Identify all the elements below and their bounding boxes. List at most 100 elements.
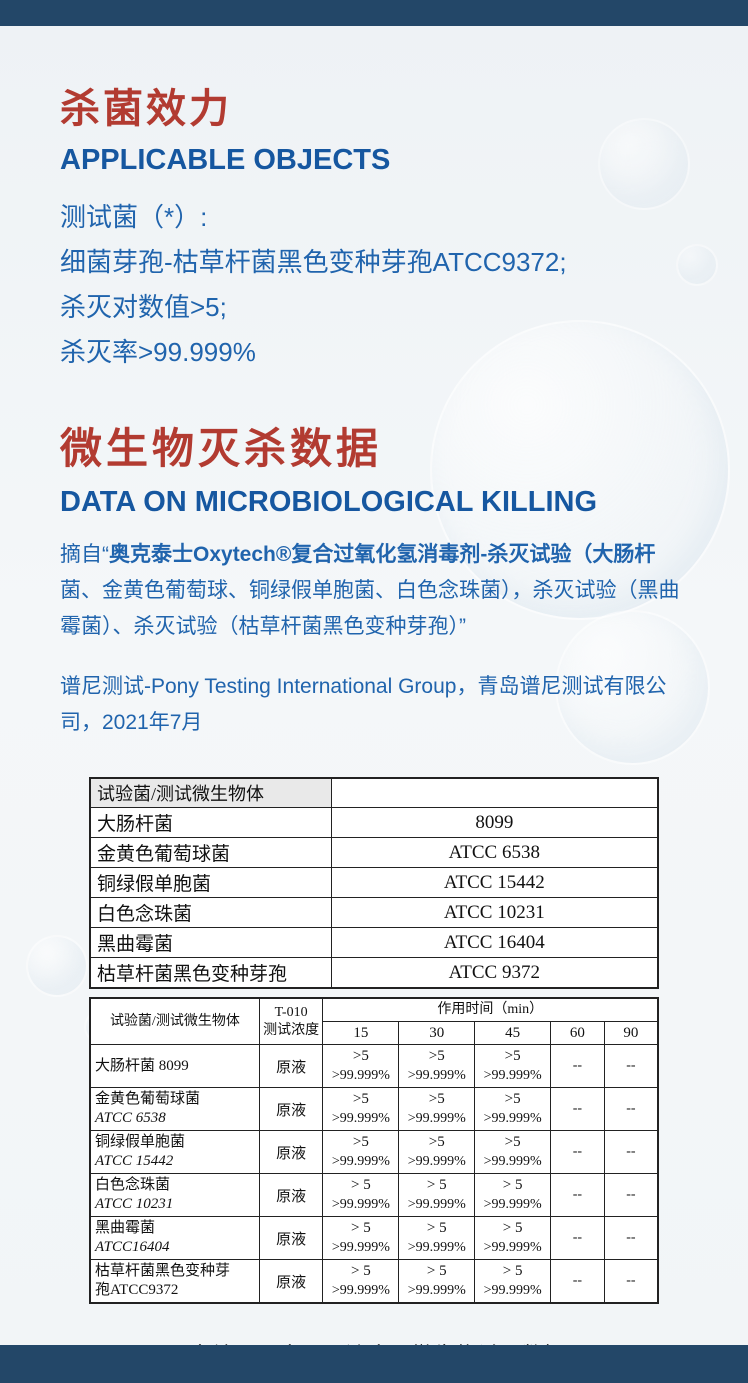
result-cell: >5 >99.999% bbox=[322, 1130, 400, 1174]
result-line: >99.999% bbox=[331, 1111, 390, 1126]
organism-name-line: 孢ATCC9372 bbox=[95, 1282, 179, 1298]
kill-data-table: 试验菌/测试微生物体 T-010 测试浓度 作用时间（min） 15 30 45 60… bbox=[89, 997, 659, 1304]
result-line: -- bbox=[572, 1187, 583, 1202]
result-line: >5 bbox=[352, 1091, 369, 1107]
strain-code: 8099 bbox=[330, 807, 659, 838]
result-line: > 5 bbox=[351, 1220, 371, 1236]
efficacy-line: 杀灭率>99.999% bbox=[60, 337, 256, 367]
result-line: >99.999% bbox=[407, 1154, 466, 1169]
result-cell: > 5 >99.999% bbox=[474, 1216, 552, 1260]
concentration-cell: 原液 bbox=[258, 1173, 324, 1217]
result-cell: -- bbox=[550, 1173, 605, 1217]
result-line: >99.999% bbox=[407, 1068, 466, 1083]
result-line: >99.999% bbox=[483, 1197, 542, 1212]
strain-row: 大肠杆菌 8099 bbox=[89, 807, 659, 838]
result-cell: >5 >99.999% bbox=[474, 1087, 552, 1131]
concentration-header-line1: T-010 bbox=[274, 1004, 308, 1020]
result-line: >99.999% bbox=[331, 1154, 390, 1169]
organism-name-line: 金黄色葡萄球菌 bbox=[95, 1091, 201, 1107]
result-cell: > 5 >99.999% bbox=[322, 1173, 400, 1217]
result-cell: -- bbox=[603, 1044, 659, 1088]
concentration-cell: 原液 bbox=[258, 1259, 324, 1304]
efficacy-line: 细菌芽孢-枯草杆菌黑色变种芽孢ATCC9372; bbox=[60, 247, 567, 277]
result-cell: > 5 >99.999% bbox=[398, 1259, 476, 1304]
result-cell: >5 >99.999% bbox=[474, 1130, 552, 1174]
result-cell: >5 >99.999% bbox=[398, 1044, 476, 1088]
strain-name: 黑曲霉菌 bbox=[89, 927, 332, 958]
strain-code: ATCC 10231 bbox=[330, 897, 659, 928]
result-cell: > 5 >99.999% bbox=[322, 1216, 400, 1260]
kill-row: 金黄色葡萄球菌 ATCC 6538 原液 >5 >99.999% >5 >99.999% >5… bbox=[89, 1087, 659, 1131]
organism-name-cell: 金黄色葡萄球菌 ATCC 6538 bbox=[89, 1087, 260, 1131]
time-column-header: 30 bbox=[398, 1021, 476, 1045]
result-line: >99.999% bbox=[331, 1197, 390, 1212]
data-section-subtitle-en: DATA ON MICROBIOLOGICAL KILLING bbox=[60, 486, 597, 518]
kill-row: 铜绿假单胞菌 ATCC 15442 原液 >5 >99.999% >5 >99.999% >5… bbox=[89, 1130, 659, 1174]
bottom-navy-bar bbox=[0, 1345, 748, 1383]
result-cell: -- bbox=[603, 1087, 659, 1131]
result-line: >99.999% bbox=[483, 1240, 542, 1255]
result-line: >5 bbox=[428, 1091, 445, 1107]
organism-name-line: ATCC 6538 bbox=[95, 1110, 166, 1126]
result-line: -- bbox=[572, 1273, 583, 1288]
strain-name: 金黄色葡萄球菌 bbox=[89, 837, 332, 868]
result-cell: > 5 >99.999% bbox=[474, 1259, 552, 1304]
kill-table-concentration-header: T-010 测试浓度 bbox=[258, 997, 324, 1045]
result-line: >5 bbox=[428, 1134, 445, 1150]
result-cell: -- bbox=[603, 1216, 659, 1260]
strain-table: 试验菌/测试微生物体 大肠杆菌 8099 金黄色葡萄球菌 ATCC 6538 铜绿假单胞… bbox=[89, 777, 659, 989]
concentration-cell: 原液 bbox=[258, 1130, 324, 1174]
result-line: -- bbox=[626, 1101, 636, 1116]
result-line: -- bbox=[626, 1058, 636, 1073]
result-line: >99.999% bbox=[331, 1240, 390, 1255]
kill-table-header-row1: 试验菌/测试微生物体 T-010 测试浓度 作用时间（min） bbox=[89, 997, 659, 1045]
result-line: > 5 bbox=[502, 1263, 523, 1279]
quote-product-name: 奥克泰士Oxytech®复合过氧化氢消毒剂-杀灭试验（大肠杆 bbox=[109, 543, 656, 566]
strain-name: 枯草杆菌黑色变种芽孢 bbox=[89, 957, 332, 989]
strain-row: 金黄色葡萄球菌 ATCC 6538 bbox=[89, 837, 659, 868]
organism-name-line: ATCC16404 bbox=[95, 1239, 170, 1255]
concentration-header-line2: 测试浓度 bbox=[263, 1022, 320, 1038]
result-line: >5 bbox=[504, 1091, 521, 1107]
result-line: >99.999% bbox=[407, 1240, 466, 1255]
result-line: >5 bbox=[504, 1134, 521, 1150]
result-cell: >5 >99.999% bbox=[398, 1130, 476, 1174]
result-cell: -- bbox=[603, 1173, 659, 1217]
result-line: >5 bbox=[352, 1134, 369, 1150]
strain-row: 枯草杆菌黑色变种芽孢 ATCC 9372 bbox=[89, 957, 659, 989]
result-cell: > 5 >99.999% bbox=[398, 1216, 476, 1260]
result-line: > 5 bbox=[351, 1263, 371, 1279]
result-line: -- bbox=[626, 1144, 636, 1159]
kill-row: 白色念珠菌 ATCC 10231 原液 > 5 >99.999% > 5 >99.999% >… bbox=[89, 1173, 659, 1217]
strain-name: 白色念珠菌 bbox=[89, 897, 332, 928]
result-line: > 5 bbox=[351, 1177, 371, 1193]
concentration-cell: 原液 bbox=[258, 1044, 324, 1088]
result-cell: -- bbox=[550, 1044, 605, 1088]
concentration-cell: 原液 bbox=[258, 1216, 324, 1260]
result-line: >99.999% bbox=[331, 1283, 390, 1298]
strain-table-body: 大肠杆菌 8099 金黄色葡萄球菌 ATCC 6538 铜绿假单胞菌 ATCC 15442… bbox=[89, 807, 659, 989]
efficacy-detail-lines: 测试菌（*）: 细菌芽孢-枯草杆菌黑色变种芽孢ATCC9372; 杀灭对数值>5… bbox=[60, 195, 688, 375]
result-line: -- bbox=[626, 1187, 636, 1202]
organism-name-cell: 黑曲霉菌 ATCC16404 bbox=[89, 1216, 260, 1260]
source-quote-paragraph: 摘自“奥克泰士Oxytech®复合过氧化氢消毒剂-杀灭试验（大肠杆菌、金黄色葡萄… bbox=[60, 537, 692, 645]
result-cell: >5 >99.999% bbox=[398, 1087, 476, 1131]
time-column-header: 15 bbox=[322, 1021, 400, 1045]
organism-name-cell: 枯草杆菌黑色变种芽 孢ATCC9372 bbox=[89, 1259, 260, 1304]
strain-code: ATCC 6538 bbox=[330, 837, 659, 868]
result-line: -- bbox=[572, 1101, 583, 1116]
result-cell: > 5 >99.999% bbox=[474, 1173, 552, 1217]
kill-table-body: 大肠杆菌 8099 原液 >5 >99.999% >5 >99.999% >5 >99.999… bbox=[89, 1044, 659, 1304]
quote-rest: 菌、金黄色葡萄球、铜绿假单胞菌、白色念珠菌），杀灭试验（黑曲霉菌）、杀灭试验（枯… bbox=[60, 579, 680, 638]
result-line: -- bbox=[572, 1230, 583, 1245]
concentration-cell: 原液 bbox=[258, 1087, 324, 1131]
organism-name-line: 大肠杆菌 8099 bbox=[95, 1057, 189, 1074]
result-line: > 5 bbox=[502, 1177, 523, 1193]
strain-row: 白色念珠菌 ATCC 10231 bbox=[89, 897, 659, 928]
strain-code: ATCC 15442 bbox=[330, 867, 659, 898]
strain-row: 黑曲霉菌 ATCC 16404 bbox=[89, 927, 659, 958]
time-column-header: 60 bbox=[550, 1021, 605, 1045]
result-line: >99.999% bbox=[483, 1154, 542, 1169]
strain-table-header: 试验菌/测试微生物体 bbox=[89, 777, 332, 808]
